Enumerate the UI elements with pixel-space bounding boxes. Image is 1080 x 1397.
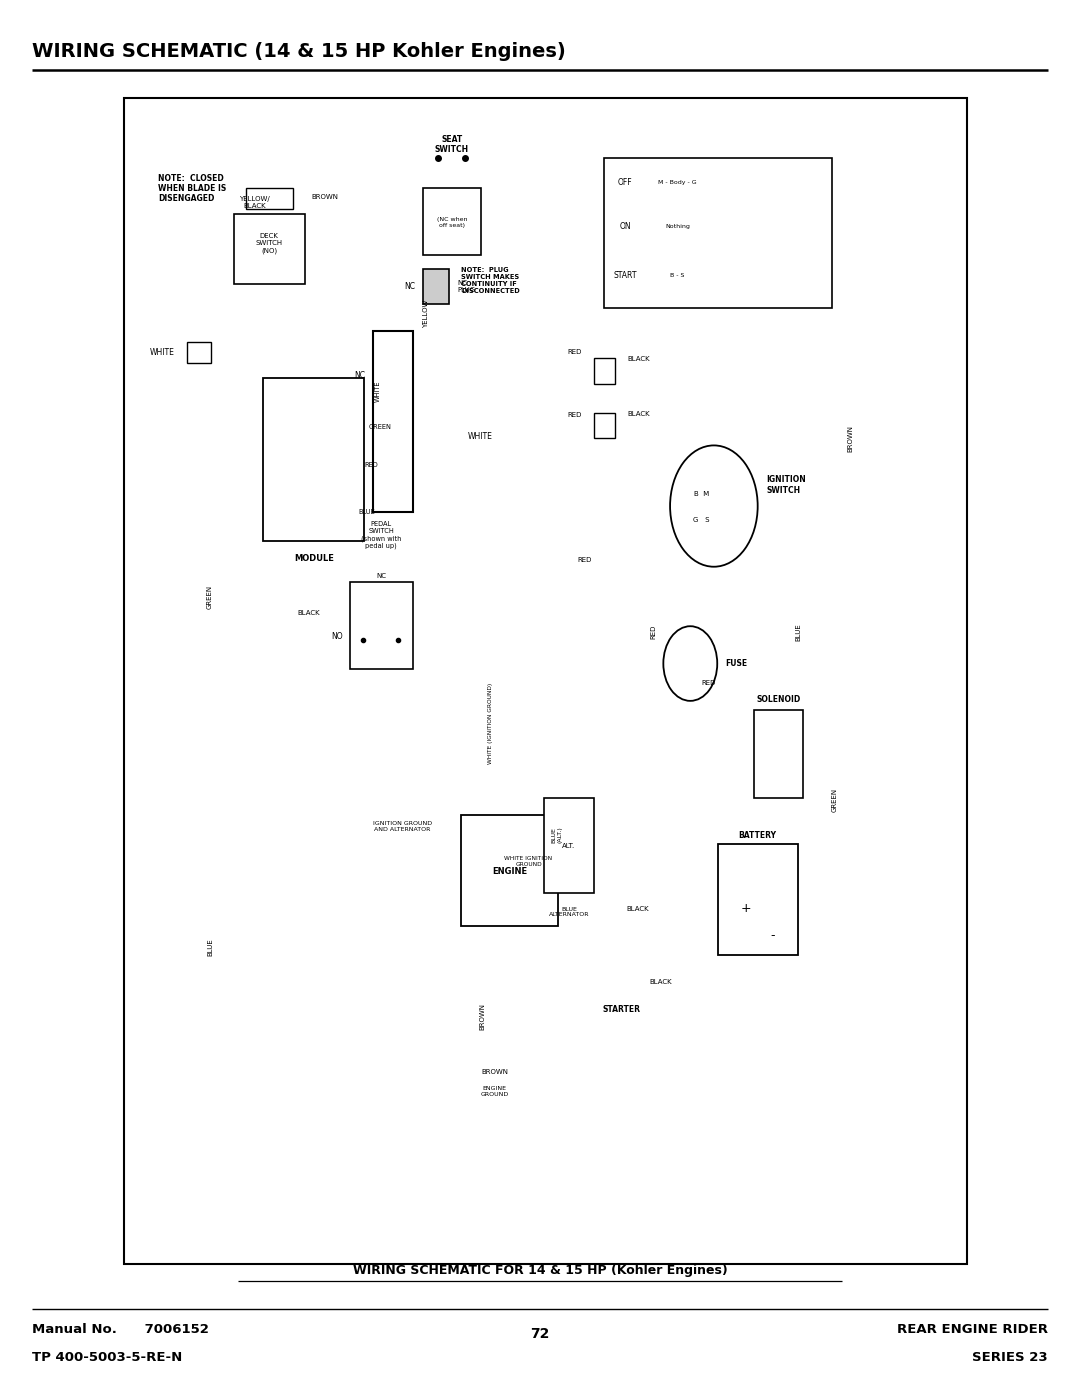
Ellipse shape: [670, 446, 758, 567]
Text: RED: RED: [568, 349, 582, 355]
Text: Nothing: Nothing: [665, 224, 690, 229]
Text: PEDAL
SWITCH
(shown with
pedal up): PEDAL SWITCH (shown with pedal up): [361, 521, 402, 549]
Text: BLACK: BLACK: [297, 610, 320, 616]
Bar: [124, 98, 967, 1264]
Text: BLUE
ALTERNATOR: BLUE ALTERNATOR: [549, 907, 590, 918]
Text: YELLOW: YELLOW: [422, 299, 429, 328]
Text: GREEN: GREEN: [368, 423, 391, 430]
Text: ENGINE: ENGINE: [492, 866, 528, 876]
Bar: [423, 187, 481, 256]
Text: B - S: B - S: [671, 272, 685, 278]
Text: -: -: [771, 929, 775, 942]
Text: WHITE IGNITION
GROUND: WHITE IGNITION GROUND: [504, 856, 553, 868]
Text: BLACK: BLACK: [627, 411, 650, 416]
Bar: [264, 377, 364, 541]
Text: BROWN: BROWN: [480, 1003, 485, 1031]
Text: ALT.: ALT.: [563, 842, 576, 848]
Text: WIRING SCHEMATIC (14 & 15 HP Kohler Engines): WIRING SCHEMATIC (14 & 15 HP Kohler Engi…: [32, 42, 566, 61]
Ellipse shape: [663, 626, 717, 701]
Text: RED: RED: [364, 462, 378, 468]
Text: WHITE (IGNITION GROUND): WHITE (IGNITION GROUND): [488, 682, 494, 764]
Text: START: START: [613, 271, 637, 279]
Bar: [233, 214, 306, 285]
Text: STARTER: STARTER: [603, 1006, 640, 1014]
Text: RED: RED: [568, 412, 582, 418]
Text: GREEN: GREEN: [207, 585, 213, 609]
Text: M - Body - G: M - Body - G: [659, 180, 697, 186]
Bar: [543, 798, 594, 893]
Text: BROWN: BROWN: [848, 425, 853, 451]
Text: 72: 72: [530, 1327, 550, 1341]
Text: ON: ON: [620, 222, 631, 231]
Text: Manual No.      7006152: Manual No. 7006152: [32, 1323, 210, 1336]
Text: BLACK: BLACK: [626, 905, 649, 911]
Text: BROWN: BROWN: [482, 1069, 509, 1074]
Text: BLACK: BLACK: [649, 979, 672, 985]
Bar: [461, 816, 558, 926]
Text: G   S: G S: [693, 517, 710, 522]
Text: B  M: B M: [693, 492, 708, 497]
Text: BROWN: BROWN: [311, 194, 338, 200]
Text: SEAT
SWITCH: SEAT SWITCH: [435, 134, 469, 154]
Text: RED: RED: [650, 624, 657, 640]
Text: WHITE: WHITE: [150, 348, 175, 356]
Bar: [350, 583, 414, 669]
Text: OFF: OFF: [618, 179, 633, 187]
Text: NC: NC: [376, 573, 387, 578]
Text: NC: NC: [404, 282, 415, 291]
Text: REAR ENGINE RIDER: REAR ENGINE RIDER: [896, 1323, 1048, 1336]
Text: IGNITION GROUND
AND ALTERNATOR: IGNITION GROUND AND ALTERNATOR: [373, 821, 432, 833]
Text: BLUE: BLUE: [359, 509, 375, 515]
Text: (NC when
off seat): (NC when off seat): [436, 217, 468, 228]
Bar: [373, 331, 414, 511]
Text: BATTERY: BATTERY: [739, 830, 777, 840]
Bar: [188, 342, 211, 363]
Text: WHITE: WHITE: [468, 432, 492, 440]
Bar: [718, 844, 798, 956]
Bar: [605, 158, 832, 307]
Text: BLUE
(ALT.): BLUE (ALT.): [552, 827, 563, 844]
Bar: [594, 358, 616, 384]
Text: SERIES 23: SERIES 23: [972, 1351, 1048, 1363]
Text: TP 400-5003-5-RE-N: TP 400-5003-5-RE-N: [32, 1351, 183, 1363]
Text: FUSE: FUSE: [726, 659, 747, 668]
Text: WHITE: WHITE: [375, 381, 381, 402]
Text: GREEN: GREEN: [832, 788, 838, 812]
Text: NOTE:  PLUG
SWITCH MAKES
CONTINUITY IF
DISCONNECTED: NOTE: PLUG SWITCH MAKES CONTINUITY IF DI…: [461, 267, 519, 293]
Text: RED: RED: [702, 680, 716, 686]
Text: BLACK: BLACK: [627, 356, 650, 362]
Text: IGNITION
SWITCH: IGNITION SWITCH: [766, 475, 806, 495]
Text: NC
PLUG: NC PLUG: [457, 281, 475, 293]
Text: RED: RED: [578, 557, 592, 563]
Text: YELLOW/
BLACK: YELLOW/ BLACK: [240, 196, 270, 210]
Bar: [423, 270, 448, 305]
Text: SOLENOID: SOLENOID: [757, 696, 801, 704]
Text: NOTE:  CLOSED
WHEN BLADE IS
DISENGAGED: NOTE: CLOSED WHEN BLADE IS DISENGAGED: [158, 173, 226, 204]
Text: BLUE: BLUE: [207, 939, 213, 956]
Text: MODULE: MODULE: [294, 555, 334, 563]
Bar: [246, 187, 293, 208]
Text: WIRING SCHEMATIC FOR 14 & 15 HP (Kohler Engines): WIRING SCHEMATIC FOR 14 & 15 HP (Kohler …: [353, 1264, 727, 1277]
Text: +: +: [741, 902, 752, 915]
Text: DECK
SWITCH
(NO): DECK SWITCH (NO): [256, 233, 283, 254]
Text: NC: NC: [354, 372, 365, 380]
Bar: [754, 710, 804, 798]
Text: ENGINE
GROUND: ENGINE GROUND: [481, 1087, 509, 1097]
Text: NO: NO: [332, 633, 343, 641]
Bar: [594, 412, 616, 439]
Text: BLUE: BLUE: [795, 623, 801, 641]
